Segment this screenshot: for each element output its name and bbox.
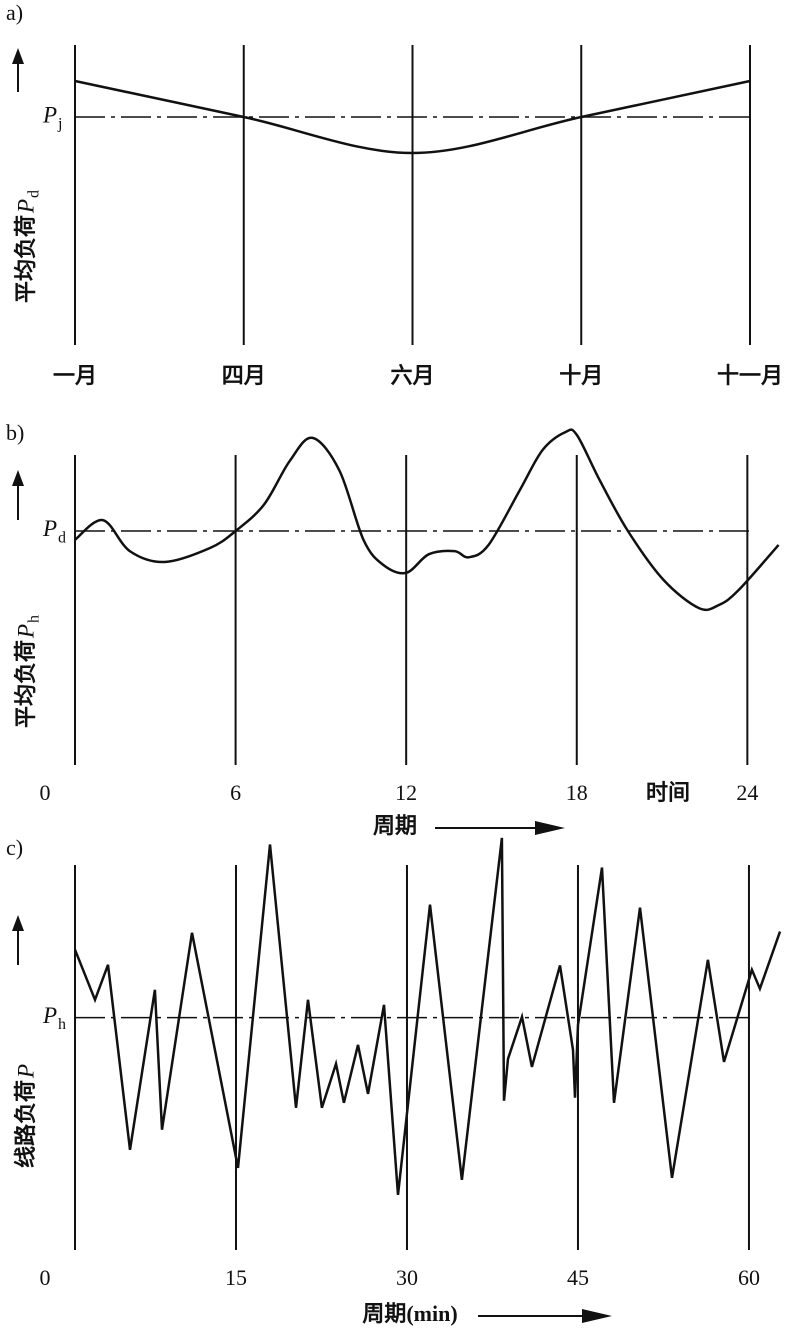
reference-symbol: P	[42, 516, 57, 541]
panel-label: b)	[6, 420, 24, 445]
x-tick-label: 15	[225, 1265, 247, 1290]
y-axis-label: 平均负荷	[13, 215, 38, 303]
reference-symbol: P	[42, 102, 57, 127]
y-axis-label: 平均负荷	[13, 640, 38, 728]
x-axis-label: 周期	[373, 813, 417, 838]
x-tick-label: 十一月	[717, 363, 783, 388]
x-tick-label: 45	[567, 1265, 589, 1290]
reference-symbol: P	[42, 1003, 57, 1028]
x-tick-label: 60	[738, 1265, 760, 1290]
x-tick-label: 30	[396, 1265, 418, 1290]
y-axis-label: 线路负荷	[13, 1080, 38, 1168]
reference-subscript: j	[57, 116, 62, 133]
y-axis-symbol: P	[13, 199, 38, 214]
data-line	[74, 79, 751, 155]
x-tick-label: 0	[40, 780, 51, 805]
reference-subscript: d	[58, 530, 66, 547]
x-tick-label: 0	[40, 1265, 51, 1290]
x-tick-label: 12	[395, 780, 417, 805]
arrow-head	[12, 48, 24, 64]
arrow-head	[535, 821, 565, 835]
x-axis-label: 周期(min)	[362, 1301, 457, 1326]
y-axis-symbol: P	[13, 1064, 38, 1079]
x-annotation: 时间	[646, 780, 690, 805]
panel-label: c)	[6, 835, 23, 860]
data-line	[74, 428, 780, 612]
y-axis-subscript: h	[26, 615, 43, 623]
arrow-head	[582, 1309, 612, 1323]
y-axis-subscript: d	[26, 190, 43, 198]
x-tick-label: 18	[566, 780, 588, 805]
x-tick-label: 六月	[390, 363, 434, 388]
x-tick-label: 四月	[222, 363, 266, 388]
data-line	[73, 837, 782, 1196]
y-axis-symbol: P	[13, 624, 38, 639]
arrow-head	[12, 915, 24, 931]
panel-label: a)	[6, 0, 23, 25]
reference-subscript: h	[58, 1016, 66, 1033]
x-tick-label: 24	[736, 780, 758, 805]
x-tick-label: 十月	[559, 363, 603, 388]
x-tick-label: 6	[230, 780, 241, 805]
arrow-head	[12, 470, 24, 486]
x-tick-label: 一月	[53, 363, 97, 388]
